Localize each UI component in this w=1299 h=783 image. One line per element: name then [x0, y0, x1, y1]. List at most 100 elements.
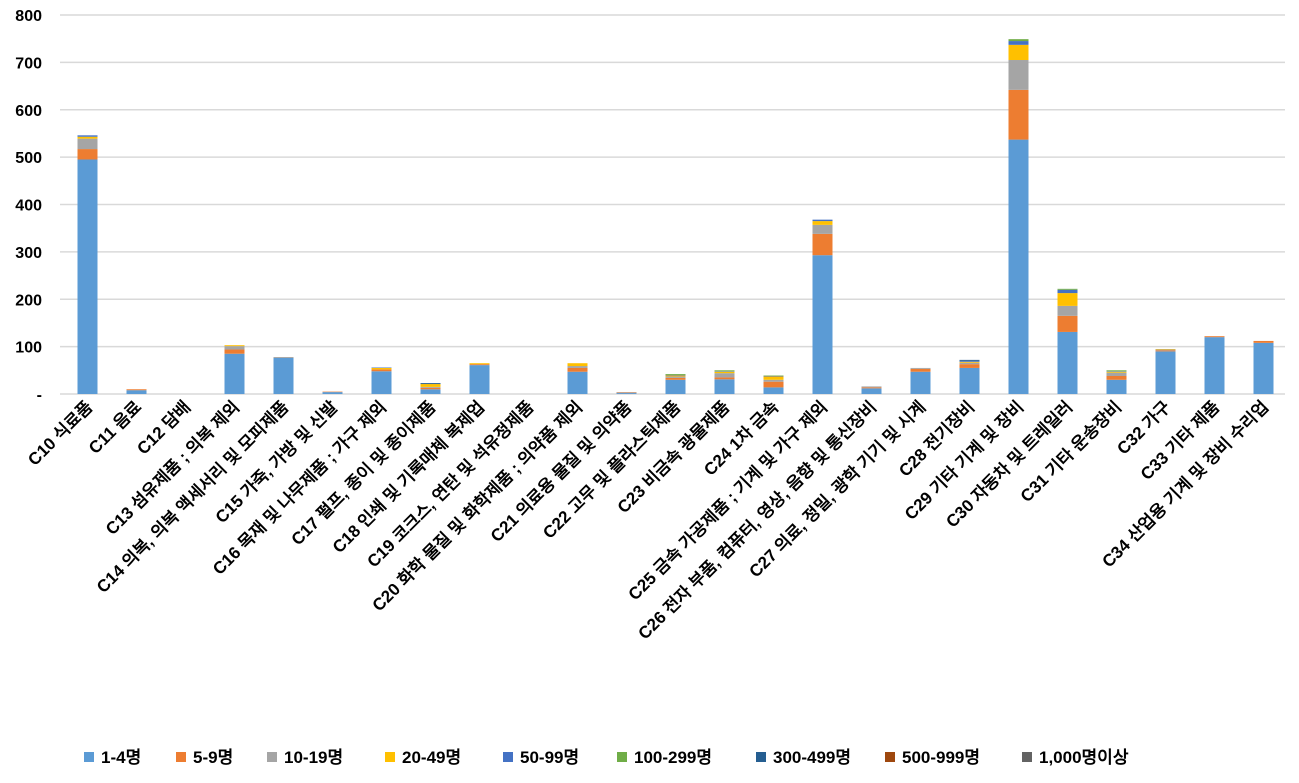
bar-segment: [421, 387, 441, 388]
bar-segment: [1009, 140, 1029, 394]
bar-segment: [78, 159, 98, 394]
legend-swatch: [1022, 752, 1032, 762]
bar-segment: [715, 373, 735, 377]
bar-segment: [470, 364, 490, 365]
y-tick-label: 700: [15, 55, 42, 72]
bar-segment: [715, 377, 735, 379]
bar-segment: [666, 376, 686, 377]
legend-label: 20-49명: [402, 748, 461, 767]
bar-segment: [764, 382, 784, 388]
bar-segment: [960, 360, 980, 361]
bar-segment: [813, 225, 833, 234]
bar-segment: [1009, 39, 1029, 41]
bar-segment: [813, 255, 833, 394]
bar-segment: [1009, 41, 1029, 45]
bar-segment: [1058, 293, 1078, 306]
bar-segment: [960, 364, 980, 368]
y-tick-label: 400: [15, 198, 42, 215]
legend-item: 300-499명: [756, 748, 851, 767]
bar-segment: [666, 378, 686, 380]
y-tick-label: 500: [15, 150, 42, 167]
bar-segment: [127, 390, 147, 394]
bar-segment: [911, 372, 931, 394]
bar-segment: [911, 369, 931, 372]
bar-segment: [568, 366, 588, 368]
bar-segment: [1156, 349, 1176, 350]
bar-segment: [1107, 380, 1127, 394]
legend-swatch: [885, 752, 895, 762]
legend-label: 10-19명: [284, 748, 343, 767]
legend-swatch: [176, 752, 186, 762]
bar-segment: [960, 363, 980, 364]
bar-segment: [666, 376, 686, 377]
bar-segment: [225, 354, 245, 394]
bar-segment: [225, 345, 245, 346]
bar-segment: [372, 371, 392, 394]
legend-label: 300-499명: [773, 748, 851, 767]
legend-item: 5-9명: [176, 748, 233, 767]
bar-segment: [666, 374, 686, 375]
bar-segment: [715, 379, 735, 394]
y-tick-label: 600: [15, 103, 42, 120]
x-tick-label: C27 의료, 정밀, 광학 기기 및 시계: [745, 397, 930, 582]
legend-swatch: [617, 752, 627, 762]
bar-segment: [421, 384, 441, 387]
bar-segment: [1156, 350, 1176, 351]
bar-segment: [1058, 316, 1078, 332]
legend-swatch: [503, 752, 513, 762]
bar-segment: [225, 349, 245, 353]
bar-segment: [960, 362, 980, 363]
bar-segment: [1009, 60, 1029, 90]
bar-segment: [715, 370, 735, 371]
bar-segment: [960, 368, 980, 394]
bar-segment: [421, 388, 441, 389]
bar-segment: [274, 358, 294, 394]
y-tick-label: 100: [15, 340, 42, 357]
bar-segment: [568, 368, 588, 372]
bar-segment: [1009, 90, 1029, 140]
bar-segment: [1254, 343, 1274, 394]
bar-segment: [862, 388, 882, 394]
bar-segment: [1156, 351, 1176, 394]
legend-item: 100-299명: [617, 748, 712, 767]
legend: 1-4명 5-9명 10-19명 20-49명 50-99명 100-299명 300-49…: [84, 748, 1129, 767]
bar-segment: [470, 363, 490, 364]
gridlines: [60, 15, 1285, 394]
bar-segment: [372, 369, 392, 371]
y-tick-label: 300: [15, 245, 42, 262]
bar-segment: [617, 393, 637, 394]
bar-segment: [960, 361, 980, 362]
bar-segment: [78, 139, 98, 149]
bar-segment: [1107, 376, 1127, 380]
legend-swatch: [267, 752, 277, 762]
bar-segment: [372, 368, 392, 369]
bar-segment: [1058, 289, 1078, 290]
bar-segment: [1107, 370, 1127, 371]
y-tick-label: 800: [15, 8, 42, 25]
bar-segment: [862, 387, 882, 388]
bar-segment: [78, 135, 98, 136]
legend-item: 20-49명: [385, 748, 461, 767]
bar-segment: [568, 372, 588, 394]
legend-label: 5-9명: [193, 748, 233, 767]
bar-segment: [666, 380, 686, 394]
bar-segment: [911, 368, 931, 369]
y-tick-label: -: [37, 387, 42, 404]
legend-swatch: [385, 752, 395, 762]
bar-segment: [225, 346, 245, 349]
bar-segment: [421, 389, 441, 394]
bar-segment: [862, 386, 882, 387]
bar-segment: [764, 380, 784, 382]
legend-item: 10-19명: [267, 748, 343, 767]
bar-segment: [568, 363, 588, 366]
legend-item: 1,000명이상: [1022, 748, 1129, 767]
bar-segment: [1205, 337, 1225, 394]
bar-segment: [1107, 373, 1127, 376]
legend-item: 1-4명: [84, 748, 141, 767]
legend-swatch: [756, 752, 766, 762]
legend-label: 50-99명: [520, 748, 579, 767]
bar-segment: [715, 372, 735, 373]
bar-segment: [1058, 290, 1078, 293]
bar-segment: [813, 220, 833, 221]
